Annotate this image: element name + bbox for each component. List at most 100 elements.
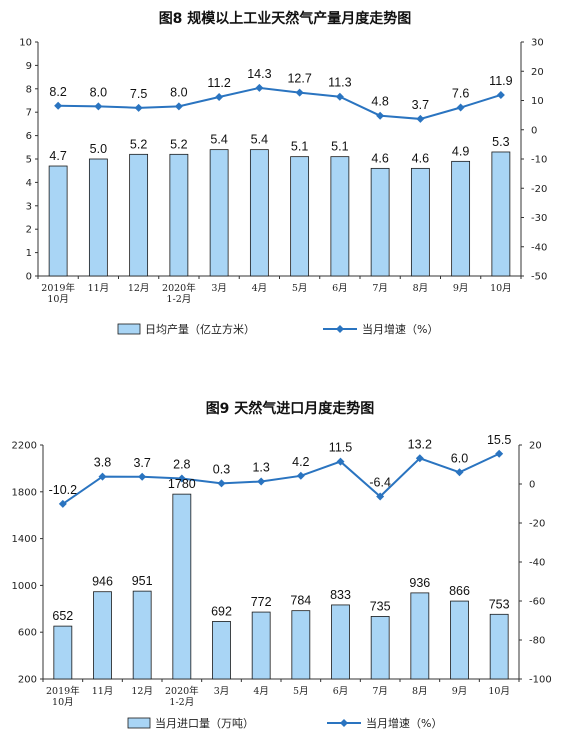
line-point	[138, 472, 147, 481]
y-right-tick-label: -40	[531, 242, 547, 253]
bar-value-label: 5.2	[170, 137, 187, 151]
bar	[450, 600, 469, 680]
line-point	[455, 468, 464, 477]
line-value-label: 2.8	[173, 458, 190, 472]
line-point	[98, 472, 107, 481]
bar	[451, 160, 471, 277]
legend-bar-label: 当月进口量（万吨）	[155, 716, 254, 730]
line-point	[215, 92, 224, 101]
line-value-label: 3.8	[94, 456, 111, 470]
y-left-tick-label: 1400	[12, 534, 37, 545]
x-tick-label: 2020年 1-2月	[165, 685, 199, 708]
line-value-label: 14.3	[247, 67, 271, 81]
y-left-tick-label: 1800	[12, 487, 37, 498]
bar	[93, 591, 112, 680]
legend-bar-swatch	[117, 323, 141, 335]
line-point	[177, 474, 186, 483]
x-tick-label: 10月	[490, 283, 512, 294]
y-left-tick-label: 2200	[12, 441, 37, 452]
y-right-tick-label: -100	[529, 675, 552, 686]
bar-value-label: 4.7	[49, 149, 66, 163]
line-point	[295, 88, 304, 97]
chart-legend: 当月进口量（万吨） 当月增速（%）	[127, 716, 442, 730]
line-point	[58, 499, 67, 508]
y-left-tick-label: 5	[26, 155, 32, 166]
x-tick-label: 10月	[488, 686, 510, 697]
y-left-tick-label: 2	[26, 225, 32, 236]
y-right-tick-label: -50	[531, 272, 547, 283]
bar-value-label: 5.2	[130, 137, 147, 151]
x-tick-label: 5月	[292, 283, 308, 294]
bar	[48, 165, 68, 277]
x-tick-label: 7月	[372, 283, 388, 294]
y-right-tick-label: 0	[531, 125, 537, 136]
bar-value-label: 5.1	[331, 140, 348, 154]
line-point	[376, 111, 385, 120]
legend-line-label: 当月增速（%）	[362, 322, 438, 336]
bar	[410, 167, 430, 277]
x-tick-label: 6月	[332, 283, 348, 294]
y-right-tick-label: 10	[531, 96, 544, 107]
growth-line	[58, 86, 502, 120]
y-right-tick-label: -20	[529, 519, 545, 530]
line-value-label: -6.4	[369, 475, 391, 489]
line-value-label: 13.2	[408, 437, 432, 451]
chart-title: 图8 规模以上工业天然气产量月度走势图	[159, 10, 412, 27]
y-right-tick-label: -30	[531, 213, 547, 224]
y-left-tick-label: 10	[19, 38, 32, 49]
bar	[290, 156, 310, 277]
x-tick-label: 4月	[253, 686, 269, 697]
y-left-tick-label: 600	[18, 628, 37, 639]
y-right-tick-label: 20	[529, 441, 542, 452]
legend-line-marker	[336, 325, 344, 333]
x-tick-label: 11月	[88, 283, 110, 294]
line-series	[54, 83, 505, 123]
line-point	[376, 492, 385, 501]
bar	[491, 151, 511, 277]
x-tick-label: 11月	[92, 686, 114, 697]
bar-value-label: 5.3	[492, 135, 509, 149]
line-value-label: 3.7	[133, 456, 150, 470]
bar-value-label: 936	[409, 576, 430, 590]
data-labels: 4.7 5.0 5.2 5.2 5.4 5.4 5.1 5.1 4.6 4.6 4.9 5.3 8.2 8…	[49, 67, 512, 165]
x-tick-label: 4月	[252, 283, 268, 294]
y-right-tick-label: -20	[531, 184, 547, 195]
bar-value-label: 946	[92, 575, 113, 589]
bar-value-label: 5.4	[210, 133, 227, 147]
y-right-tick-label: 0	[529, 480, 535, 491]
bar	[209, 149, 229, 277]
y-left-tick-label: 6	[26, 131, 32, 142]
bar-value-label: 4.9	[452, 144, 469, 158]
line-value-label: 6.0	[451, 451, 468, 465]
line-point	[456, 103, 465, 112]
line-value-label: 12.7	[287, 72, 311, 86]
bar	[53, 625, 73, 680]
bar-value-label: 833	[330, 588, 351, 602]
chart-axes: 0 1 2 3 4 5 6 7 8 9 10 -50 -40 -30 -20 -10 0 10 20 30 2019年 1…	[19, 38, 547, 306]
line-series	[58, 449, 504, 508]
bar-value-label: 4.6	[371, 151, 388, 165]
x-tick-label: 7月	[372, 686, 388, 697]
x-tick-label: 9月	[452, 686, 468, 697]
line-point	[257, 477, 266, 486]
x-tick-label: 12月	[128, 283, 150, 294]
bar-value-label: 5.0	[90, 142, 107, 156]
line-point	[335, 92, 344, 101]
x-tick-label: 3月	[211, 283, 227, 294]
line-point	[415, 454, 424, 463]
line-value-label: 11.5	[329, 441, 352, 455]
bar	[212, 621, 231, 680]
legend-line-label: 当月增速（%）	[366, 716, 442, 730]
y-left-tick-label: 4	[26, 178, 32, 189]
line-value-label: 7.6	[452, 87, 469, 101]
x-tick-label: 2020年 1-2月	[162, 282, 196, 305]
y-left-tick-label: 8	[26, 84, 32, 95]
line-value-label: 4.2	[292, 455, 309, 469]
line-value-label: 11.9	[489, 74, 512, 88]
line-point	[94, 102, 103, 111]
line-point	[496, 90, 505, 99]
bar-value-label: 692	[211, 604, 232, 618]
x-tick-label: 8月	[412, 686, 428, 697]
bar-value-label: 1780	[168, 477, 196, 491]
